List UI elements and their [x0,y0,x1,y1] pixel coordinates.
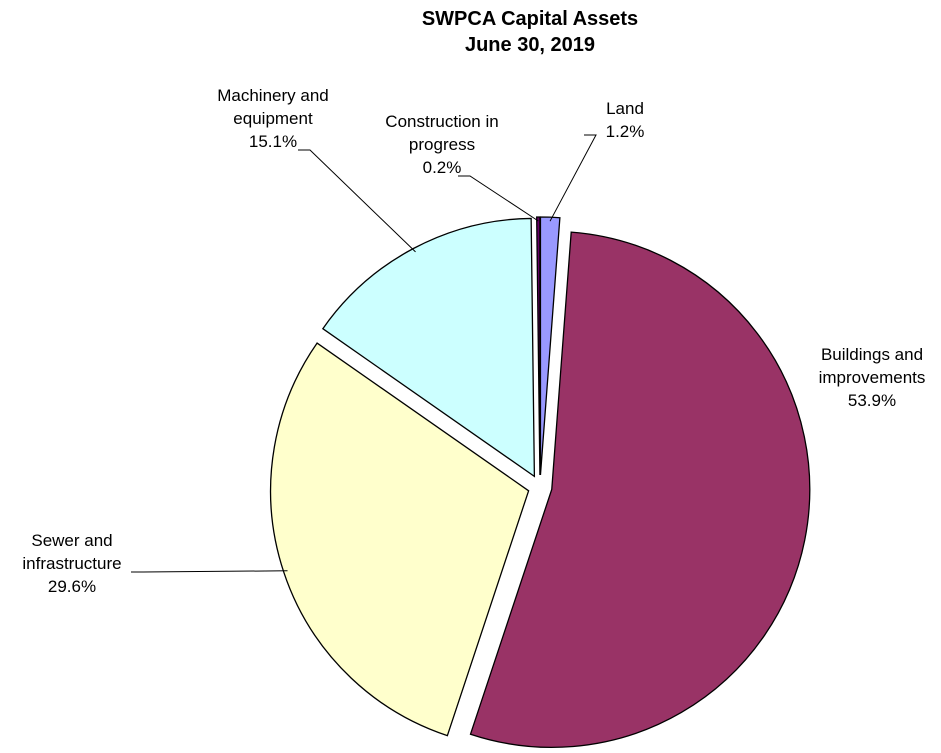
slice-label: Sewer and infrastructure 29.6% [7,529,137,598]
category-label: Construction in progress [385,112,499,154]
leader-line [458,175,539,222]
slice-label: Construction in progress 0.2% [372,110,512,179]
pie-slice [321,217,536,478]
pie-slice [269,342,530,737]
pie-slice [536,216,541,476]
slice-label: Buildings and improvements 53.9% [807,343,937,412]
leader-line [131,570,288,573]
category-label: Buildings and improvements [818,345,926,387]
chart-title: SWPCA Capital Assets [421,8,639,30]
category-label: Sewer and infrastructure [22,531,122,573]
value-label: 15.1% [248,132,298,151]
chart-subtitle: June 30, 2019 [464,34,596,56]
slice-label: Land 1.2% [595,97,655,143]
value-label: 0.2% [422,158,462,177]
pie-slice [469,231,811,748]
value-label: 53.9% [847,391,897,410]
category-label: Land [606,99,644,118]
value-label: 29.6% [47,577,97,596]
value-label: 1.2% [605,122,645,141]
slice-label: Machinery and equipment 15.1% [208,84,338,153]
category-label: Machinery and equipment [217,86,329,128]
leader-line [549,134,597,222]
leader-line [298,149,416,253]
